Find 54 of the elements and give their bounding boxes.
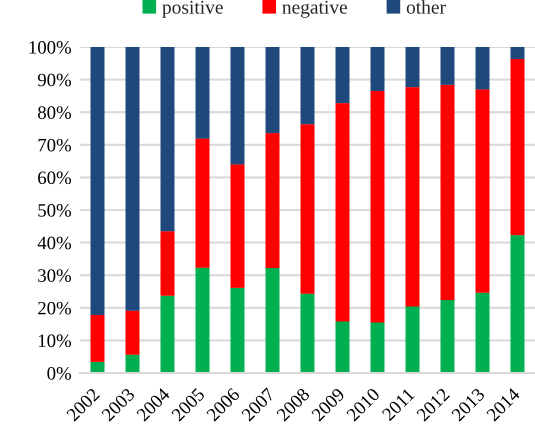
bar bbox=[196, 268, 210, 373]
y-tick-label: 0% bbox=[47, 367, 72, 380]
bar bbox=[336, 321, 350, 373]
bar bbox=[336, 47, 350, 104]
bar bbox=[90, 314, 104, 362]
y-tick-label: 10% bbox=[38, 334, 72, 348]
bar bbox=[196, 47, 210, 139]
bar bbox=[406, 306, 420, 373]
bar bbox=[300, 294, 314, 373]
bar bbox=[160, 296, 174, 373]
bar bbox=[126, 47, 140, 311]
bar bbox=[230, 288, 244, 373]
legend-label: negative bbox=[282, 0, 348, 18]
y-tick-label: 40% bbox=[38, 236, 72, 250]
bar bbox=[510, 47, 524, 60]
y-tick-label: 60% bbox=[38, 171, 72, 184]
x-tick-label: 2011 bbox=[381, 388, 416, 422]
bar bbox=[510, 59, 524, 236]
y-tick-label: 20% bbox=[38, 302, 72, 315]
bar bbox=[160, 47, 174, 232]
legend-label: positive bbox=[162, 0, 223, 18]
bar bbox=[406, 47, 420, 88]
bar bbox=[126, 310, 140, 355]
legend-label: other bbox=[406, 0, 446, 14]
bar bbox=[126, 354, 140, 373]
y-tick-label: 50% bbox=[38, 204, 72, 217]
bar bbox=[266, 268, 280, 373]
bar bbox=[406, 87, 420, 306]
bar bbox=[370, 322, 384, 373]
bar bbox=[230, 47, 244, 164]
bar bbox=[300, 124, 314, 294]
y-tick-label: 90% bbox=[38, 74, 72, 86]
bar bbox=[266, 47, 280, 134]
bar bbox=[336, 103, 350, 322]
bar bbox=[476, 292, 490, 373]
bar bbox=[476, 89, 490, 293]
bar bbox=[230, 164, 244, 288]
bar bbox=[440, 47, 454, 85]
bar bbox=[476, 47, 490, 90]
bar bbox=[90, 362, 104, 373]
y-tick-label: 70% bbox=[38, 138, 72, 152]
bar bbox=[510, 235, 524, 373]
y-tick-label: 30% bbox=[38, 269, 72, 282]
y-tick-label: 80% bbox=[38, 106, 72, 119]
bar bbox=[370, 47, 384, 92]
bar bbox=[440, 300, 454, 373]
bar bbox=[160, 231, 174, 296]
bar bbox=[440, 84, 454, 300]
y-tick-label: 100% bbox=[30, 41, 72, 54]
bar bbox=[370, 91, 384, 322]
bar bbox=[90, 47, 104, 315]
bar bbox=[266, 133, 280, 268]
bar bbox=[196, 138, 210, 268]
bar bbox=[300, 47, 314, 124]
